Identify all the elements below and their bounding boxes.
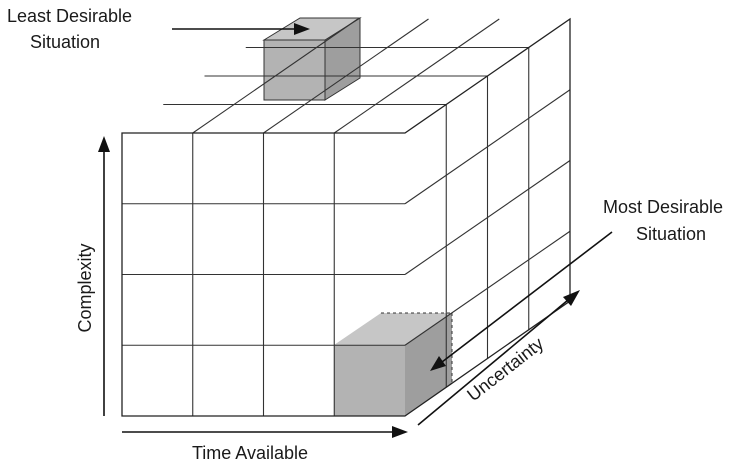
time-arrowhead xyxy=(392,426,408,438)
least-desirable-arrow xyxy=(172,23,310,35)
uncertainty-axis-label: Uncertainty xyxy=(463,333,547,405)
complexity-arrowhead xyxy=(98,136,110,152)
uncertainty-arrowhead xyxy=(563,290,580,306)
most-desirable-arrow-line xyxy=(441,231,613,363)
most-desirable-cell xyxy=(334,312,453,416)
most-desirable-cell-top xyxy=(334,313,452,345)
front-face-grid xyxy=(122,133,405,416)
uncertainty-axis xyxy=(417,290,580,426)
complexity-axis-label: Complexity xyxy=(75,243,95,332)
most-desirable-cell-front xyxy=(334,345,405,416)
most-desirable-label-line1: Most Desirable xyxy=(603,197,723,217)
complexity-axis xyxy=(98,136,110,416)
most-desirable-cell-side xyxy=(405,313,452,416)
most-desirable-label-line2: Situation xyxy=(636,224,706,244)
most-desirable-arrowhead xyxy=(430,356,446,371)
time-axis-label: Time Available xyxy=(192,443,308,463)
least-desirable-cell-top xyxy=(262,17,362,41)
least-desirable-cell xyxy=(262,17,362,101)
most-desirable-arrow xyxy=(430,231,613,371)
time-axis xyxy=(122,426,408,438)
least-desirable-label-line1: Least Desirable xyxy=(7,6,132,26)
side-face-grid xyxy=(404,47,571,388)
top-face-grid xyxy=(163,18,529,134)
side-grid-line xyxy=(404,230,571,346)
uncertainty-axis-line xyxy=(417,299,569,426)
least-desirable-cell-front xyxy=(263,39,326,101)
least-desirable-label-line2: Situation xyxy=(30,32,100,52)
top-grid-line xyxy=(333,18,500,134)
least-desirable-arrowhead xyxy=(294,23,310,35)
